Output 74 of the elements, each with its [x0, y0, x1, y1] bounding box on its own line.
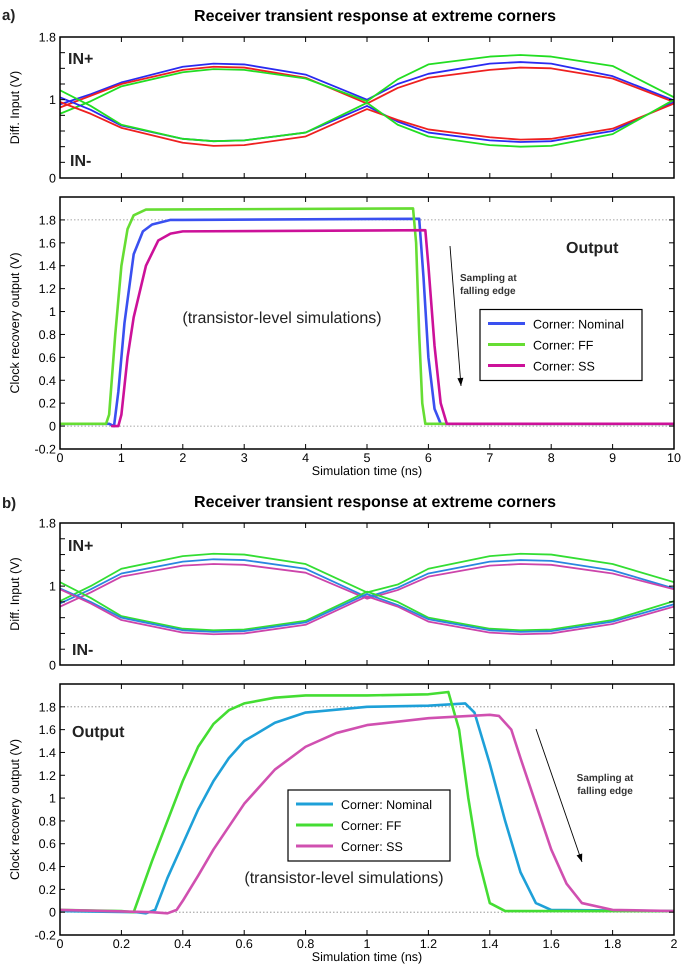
x-tick-label: 0.8: [296, 937, 314, 951]
y-tick-label: -0.2: [34, 442, 56, 456]
annotation: Output: [72, 724, 126, 741]
y-tick-label: 0.8: [38, 814, 56, 828]
x-tick-label: 5: [364, 451, 371, 465]
x-axis-title: Simulation time (ns): [312, 464, 422, 478]
y-tick-label: 1.8: [38, 213, 56, 228]
x-tick-label: 1.8: [604, 937, 622, 951]
annotation: (transistor-level simulations): [182, 310, 382, 327]
y-tick-label: 0.4: [38, 374, 56, 388]
y-tick-label: 1: [49, 305, 56, 320]
legend-label: Corner: Nominal: [533, 318, 624, 332]
y-tick-label: 0: [49, 420, 56, 434]
x-tick-label: 1.2: [420, 937, 438, 951]
chart-title: Receiver transient response at extreme corners: [194, 8, 556, 25]
y-tick-label: 1.8: [38, 516, 56, 530]
annotation: IN-: [70, 153, 92, 170]
y-tick-label: 1.4: [38, 259, 56, 274]
annotation: IN-: [72, 642, 94, 659]
legend-label: Corner: SS: [533, 360, 595, 374]
x-tick-label: 8: [548, 451, 555, 465]
y-tick-label: 1.8: [38, 30, 56, 44]
y-tick-label: 0.6: [38, 837, 56, 852]
y-tick-label: 0.2: [38, 882, 56, 897]
x-tick-label: 1: [364, 937, 371, 951]
annotation: Sampling at falling edge: [460, 273, 518, 297]
chart-title: Receiver transient response at extreme corners: [194, 494, 556, 511]
y-axis-title: Clock recovery output (V): [8, 738, 22, 880]
x-tick-label: 1: [118, 451, 125, 465]
y-tick-label: 1: [49, 580, 56, 594]
x-tick-label: 1.4: [481, 937, 499, 951]
y-tick-label: 0.4: [38, 860, 56, 874]
y-tick-label: 0: [49, 906, 56, 920]
x-axis-title: Simulation time (ns): [312, 950, 422, 964]
y-tick-label: 0.8: [38, 328, 56, 342]
annotation: (transistor-level simulations): [244, 870, 444, 887]
y-tick-label: 0.2: [38, 396, 56, 411]
annotation: Sampling at falling edge: [576, 773, 634, 797]
x-tick-label: 0.6: [236, 937, 253, 951]
legend-label: Corner: FF: [341, 819, 402, 833]
x-tick-label: 6: [424, 451, 432, 465]
y-axis-title: Diff. Input (V): [8, 557, 22, 631]
y-tick-label: 1.6: [38, 236, 56, 250]
y-tick-label: 1.8: [38, 700, 56, 714]
y-tick-label: 1: [49, 93, 56, 108]
x-tick-label: 2: [179, 451, 186, 465]
y-tick-label: 1.2: [38, 768, 56, 783]
text: a): [2, 7, 16, 24]
y-tick-label: 0.6: [38, 350, 56, 365]
y-tick-label: -0.2: [34, 928, 56, 942]
x-tick-label: 10: [667, 451, 681, 465]
y-tick-label: 1.2: [38, 282, 56, 296]
annotation: IN+: [68, 538, 94, 555]
y-tick-label: 0: [49, 172, 56, 186]
x-tick-label: 4: [302, 451, 310, 465]
x-tick-label: 0.2: [112, 937, 130, 951]
x-tick-label: 3: [240, 451, 248, 465]
x-tick-label: 1.6: [542, 937, 560, 951]
y-axis-title: Clock recovery output (V): [8, 252, 22, 394]
y-tick-label: 1: [49, 792, 56, 806]
y-axis-title: Diff. Input (V): [8, 70, 22, 144]
y-tick-label: 0: [49, 658, 56, 672]
x-tick-label: 2: [670, 937, 678, 951]
x-tick-label: 7: [486, 451, 494, 465]
annotation: IN+: [68, 51, 94, 68]
y-tick-label: 1.4: [38, 746, 56, 760]
x-tick-label: 9: [609, 451, 616, 465]
annotation: Output: [566, 240, 620, 257]
y-tick-label: 1.6: [38, 723, 56, 738]
legend-label: Corner: Nominal: [341, 798, 432, 812]
x-tick-label: 0.4: [174, 937, 192, 951]
legend-label: Corner: FF: [533, 338, 594, 352]
text: b): [2, 495, 16, 512]
legend-label: Corner: SS: [341, 840, 403, 854]
